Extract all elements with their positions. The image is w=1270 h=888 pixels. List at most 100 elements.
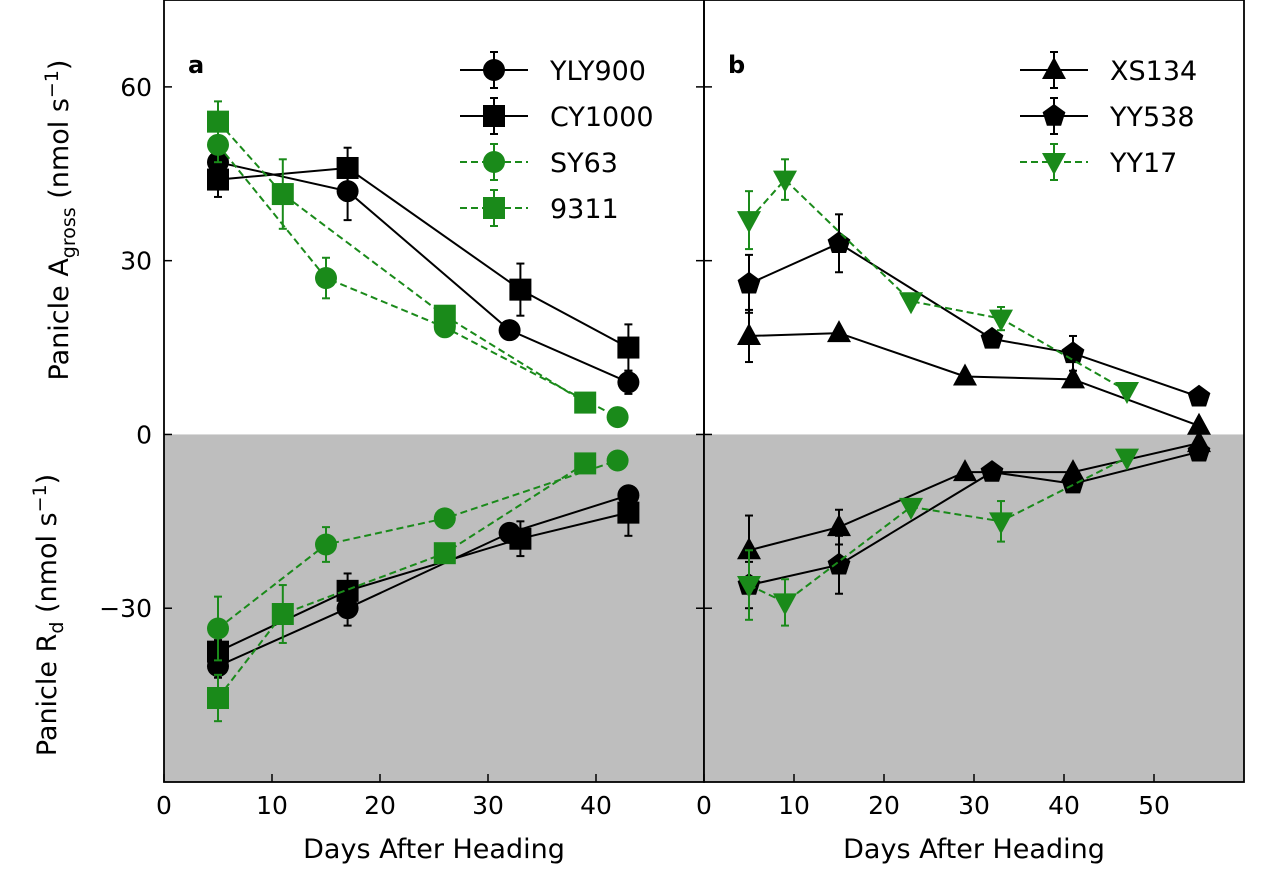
data-point bbox=[617, 501, 640, 524]
data-point bbox=[336, 579, 359, 602]
data-point bbox=[773, 170, 797, 193]
data-point bbox=[606, 406, 629, 429]
y-title-bottom-unit: (nmol s bbox=[32, 512, 63, 621]
y-title-bottom-main: Panicle R bbox=[32, 634, 63, 757]
series-XS134 bbox=[737, 308, 1211, 587]
y-tick-label: −30 bbox=[99, 594, 152, 623]
panel-a: −30 0 30 60 0 10 20 30 40 a YLY900 CY1000 SY63 9311 bbox=[99, 0, 705, 820]
x-tick-label: 20 bbox=[364, 791, 396, 820]
legend-entry-YLY900: YLY900 bbox=[460, 51, 646, 89]
data-point bbox=[899, 497, 923, 520]
series-line-rd bbox=[217, 459, 618, 630]
legend-marker bbox=[483, 197, 505, 219]
data-point bbox=[1061, 341, 1085, 364]
legend-label: SY63 bbox=[550, 148, 618, 179]
x-tick-label: 50 bbox=[1138, 791, 1170, 820]
plot-frame bbox=[703, 0, 1245, 783]
x-axis-title-a: Days After Heading bbox=[303, 834, 565, 865]
y-axis-title-bottom: Panicle Rd (nmol s−1) bbox=[29, 474, 68, 756]
y-title-top-main: Panicle A bbox=[44, 258, 75, 381]
x-tick-label: 20 bbox=[868, 791, 900, 820]
legend-entry-YY17: YY17 bbox=[1020, 143, 1177, 181]
legend-entry-XS134: XS134 bbox=[1020, 51, 1197, 89]
x-axis-title-b: Days After Heading bbox=[843, 834, 1105, 865]
y-title-bottom-exp: −1 bbox=[29, 484, 51, 512]
data-point bbox=[336, 156, 359, 179]
data-point bbox=[207, 687, 229, 710]
data-point bbox=[737, 271, 761, 294]
y-title-top-sub: gross bbox=[58, 207, 80, 258]
y-title-bottom-close: ) bbox=[32, 474, 63, 485]
data-point bbox=[207, 168, 229, 191]
data-point bbox=[980, 326, 1004, 349]
data-point bbox=[1061, 366, 1085, 389]
y-title-bottom-sub: d bbox=[46, 622, 68, 634]
data-point bbox=[899, 292, 923, 315]
legend-marker bbox=[483, 105, 505, 127]
y-tick-label: 0 bbox=[136, 420, 152, 449]
x-tick-label: 30 bbox=[958, 791, 990, 820]
series-YY17 bbox=[737, 158, 1139, 627]
y-title-top-exp: −1 bbox=[41, 70, 63, 98]
data-point bbox=[737, 576, 761, 599]
legend-marker bbox=[1042, 57, 1066, 79]
data-point bbox=[336, 180, 359, 203]
data-point bbox=[617, 336, 640, 359]
series-line-gross bbox=[748, 178, 1128, 392]
y-title-top-unit: (nmol s bbox=[44, 98, 75, 207]
data-point bbox=[827, 320, 851, 343]
series-line-rd bbox=[217, 462, 586, 699]
data-point bbox=[1115, 382, 1139, 404]
legend-entry-SY63: SY63 bbox=[460, 143, 618, 181]
data-point bbox=[1187, 412, 1211, 435]
data-point bbox=[1115, 448, 1139, 471]
y-tick-label: 30 bbox=[120, 247, 152, 276]
data-point bbox=[433, 304, 456, 327]
legend-label: XS134 bbox=[1110, 56, 1197, 87]
data-point bbox=[1187, 439, 1211, 462]
x-tick-label: 10 bbox=[778, 791, 810, 820]
data-point bbox=[207, 110, 229, 133]
y-title-top-close: ) bbox=[44, 60, 75, 71]
series-SY63 bbox=[207, 126, 629, 662]
data-point bbox=[509, 278, 532, 301]
legend-marker bbox=[483, 151, 505, 173]
data-point bbox=[271, 183, 294, 206]
data-point bbox=[953, 459, 977, 482]
data-point bbox=[773, 593, 797, 616]
data-point bbox=[953, 363, 977, 386]
data-point bbox=[1187, 384, 1211, 407]
legend-label: YLY900 bbox=[549, 56, 646, 87]
data-point bbox=[737, 211, 761, 234]
data-point bbox=[315, 267, 337, 290]
data-point bbox=[827, 514, 851, 537]
series-9311 bbox=[207, 100, 597, 723]
data-point bbox=[433, 507, 456, 530]
series-line-gross bbox=[217, 120, 586, 404]
negative-region-shade bbox=[704, 434, 1244, 782]
x-tick-label: 40 bbox=[1048, 791, 1080, 820]
panel-b: 0 10 20 30 40 50 b XS134 YY538 YY17 bbox=[696, 0, 1245, 820]
data-point bbox=[827, 231, 851, 253]
legend-entry-CY1000: CY1000 bbox=[460, 97, 654, 135]
data-point bbox=[737, 322, 761, 345]
data-point bbox=[574, 391, 597, 414]
x-tick-label: 40 bbox=[580, 791, 612, 820]
series-line-gross bbox=[748, 332, 1200, 427]
data-point bbox=[509, 527, 532, 550]
negative-region-shade bbox=[164, 434, 704, 782]
legend-label: YY17 bbox=[1109, 148, 1177, 179]
panel-letter: b bbox=[728, 51, 745, 79]
data-point bbox=[737, 537, 761, 560]
y-axis-title-top: Panicle Agross (nmol s−1) bbox=[41, 60, 80, 381]
legend-entry-9311: 9311 bbox=[460, 189, 619, 227]
legend-marker bbox=[1042, 153, 1066, 175]
data-point bbox=[989, 512, 1013, 535]
data-point bbox=[1061, 459, 1085, 482]
data-point bbox=[207, 133, 229, 156]
panel-letter: a bbox=[188, 51, 204, 79]
data-point bbox=[617, 371, 640, 394]
series-YY538 bbox=[737, 213, 1211, 610]
data-point bbox=[989, 309, 1013, 332]
